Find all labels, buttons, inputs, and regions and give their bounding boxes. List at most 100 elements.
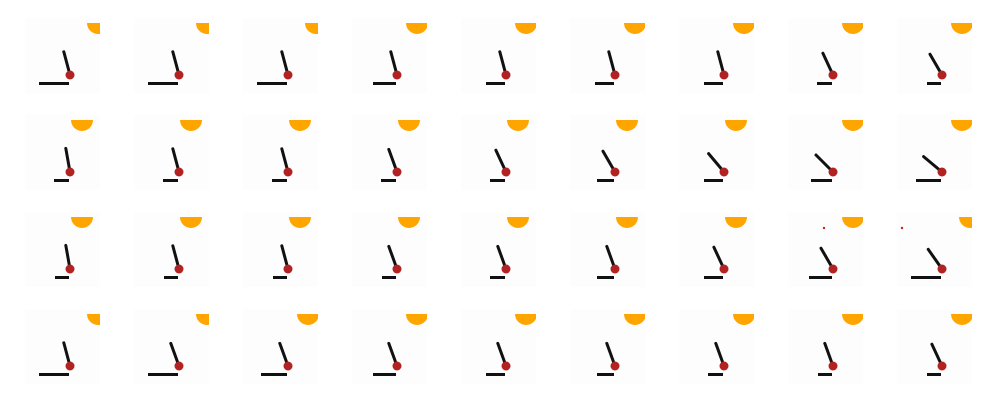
pendulum-bob-icon <box>828 361 838 371</box>
half-circle-sun-icon <box>71 217 93 228</box>
frame-canvas <box>809 217 863 279</box>
floor-bar-icon <box>373 82 396 85</box>
env-frame <box>461 18 536 93</box>
half-circle-sun-icon <box>624 314 645 325</box>
env-frame <box>679 309 754 384</box>
pendulum-bob-icon <box>283 361 293 371</box>
env-frame <box>788 18 863 93</box>
frame-canvas <box>900 217 972 279</box>
pendulum-bob-icon <box>828 264 838 274</box>
pendulum-bob-icon <box>283 167 293 177</box>
env-frame <box>570 309 645 384</box>
pendulum-bob-icon <box>65 361 75 371</box>
env-frame <box>679 18 754 93</box>
frame-canvas <box>597 314 645 376</box>
pendulum-bob-icon <box>719 264 729 274</box>
floor-bar-icon <box>597 373 614 376</box>
half-circle-sun-icon <box>616 217 638 228</box>
env-frame <box>25 309 100 384</box>
half-circle-sun-icon <box>507 120 529 131</box>
floor-bar-icon <box>257 82 287 85</box>
stray-dot-icon <box>900 226 904 230</box>
half-circle-sun-icon <box>398 120 420 131</box>
half-circle-sun-icon <box>87 314 100 325</box>
frame-canvas <box>490 217 529 279</box>
floor-bar-icon <box>811 179 832 182</box>
env-frame <box>352 18 427 93</box>
floor-bar-icon <box>911 276 941 279</box>
frame-canvas <box>927 314 972 376</box>
floor-bar-icon <box>597 276 614 279</box>
floor-bar-icon <box>39 373 69 376</box>
frame-canvas <box>257 23 318 85</box>
env-frame <box>679 212 754 287</box>
half-circle-sun-icon <box>507 217 529 228</box>
half-circle-sun-icon <box>297 314 318 325</box>
pendulum-bob-icon <box>501 167 511 177</box>
frame-canvas <box>39 314 100 376</box>
env-frame <box>243 18 318 93</box>
env-frame <box>134 18 209 93</box>
floor-bar-icon <box>486 373 505 376</box>
stray-dot-icon <box>822 226 826 230</box>
floor-bar-icon <box>486 82 505 85</box>
env-frame <box>243 309 318 384</box>
frame-canvas <box>273 217 311 279</box>
env-frame <box>679 115 754 190</box>
floor-bar-icon <box>148 373 178 376</box>
half-circle-sun-icon <box>180 120 202 131</box>
pendulum-bob-icon <box>610 264 620 274</box>
pendulum-bob-icon <box>610 167 620 177</box>
half-circle-sun-icon <box>289 217 311 228</box>
floor-bar-icon <box>148 82 178 85</box>
half-circle-sun-icon <box>951 314 972 325</box>
floor-bar-icon <box>927 373 941 376</box>
frame-canvas <box>55 217 93 279</box>
frame-canvas <box>708 314 754 376</box>
pendulum-bob-icon <box>174 167 184 177</box>
floor-bar-icon <box>708 373 723 376</box>
half-circle-sun-icon <box>71 120 93 131</box>
frame-canvas <box>148 23 209 85</box>
half-circle-sun-icon <box>733 23 754 34</box>
frame-canvas <box>486 314 536 376</box>
env-frame <box>352 115 427 190</box>
half-circle-sun-icon <box>196 23 209 34</box>
half-circle-sun-icon <box>951 23 972 34</box>
pendulum-bob-icon <box>65 264 75 274</box>
frame-canvas <box>811 120 863 182</box>
env-frame <box>352 309 427 384</box>
pendulum-bob-icon <box>283 264 293 274</box>
frame-canvas <box>704 120 747 182</box>
pendulum-bob-icon <box>65 70 75 80</box>
frame-canvas <box>597 217 638 279</box>
frame-canvas <box>272 120 311 182</box>
floor-bar-icon <box>382 276 396 279</box>
half-circle-sun-icon <box>289 120 311 131</box>
pendulum-bob-icon <box>937 167 947 177</box>
pendulum-bob-icon <box>501 70 511 80</box>
pendulum-bob-icon <box>937 264 947 274</box>
half-circle-sun-icon <box>842 120 863 131</box>
half-circle-sun-icon <box>515 314 536 325</box>
env-frame <box>134 212 209 287</box>
floor-bar-icon <box>273 276 287 279</box>
env-frame <box>461 115 536 190</box>
env-frame <box>352 212 427 287</box>
half-circle-sun-icon <box>733 314 754 325</box>
half-circle-sun-icon <box>951 120 972 131</box>
floor-bar-icon <box>916 179 941 182</box>
half-circle-sun-icon <box>398 217 420 228</box>
half-circle-sun-icon <box>180 217 202 228</box>
pendulum-bob-icon <box>828 167 838 177</box>
pendulum-bob-icon <box>501 361 511 371</box>
env-frame <box>897 212 972 287</box>
frame-canvas <box>382 217 420 279</box>
frame-canvas <box>261 314 318 376</box>
env-frame <box>25 115 100 190</box>
pendulum-bob-icon <box>719 167 729 177</box>
floor-bar-icon <box>704 276 723 279</box>
half-circle-sun-icon <box>515 23 536 34</box>
frame-canvas <box>163 120 202 182</box>
floor-bar-icon <box>704 82 723 85</box>
